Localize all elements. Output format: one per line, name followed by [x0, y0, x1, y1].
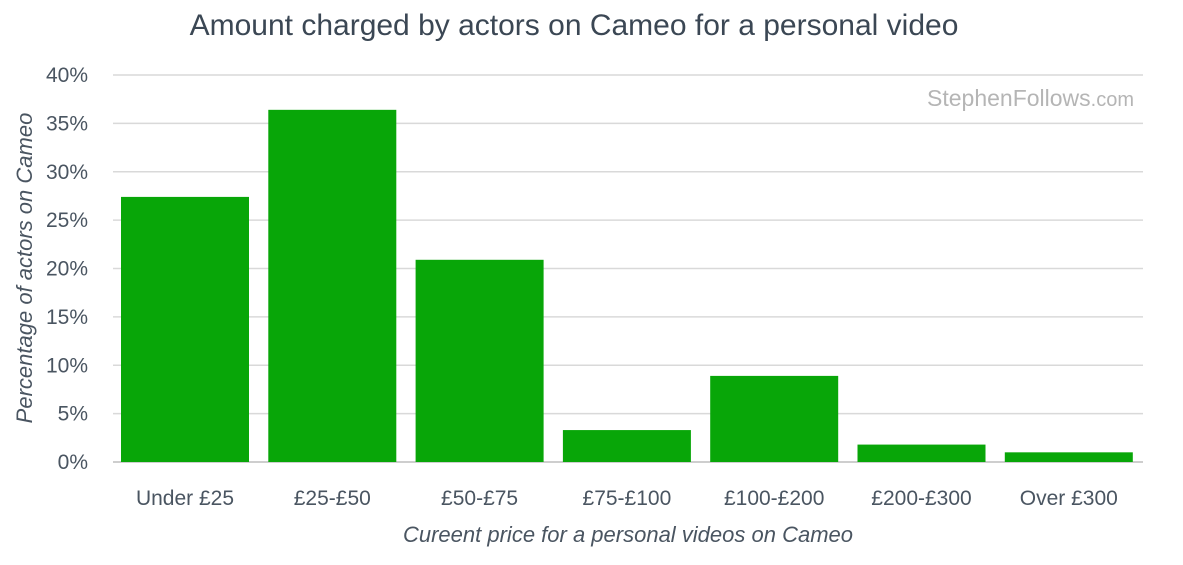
x-tick-label: £25-£50 — [294, 487, 371, 510]
y-tick-label: 0% — [58, 451, 88, 474]
y-tick-label: 5% — [58, 403, 88, 426]
y-tick-label: 25% — [46, 209, 88, 232]
x-tick-label: £200-£300 — [871, 487, 971, 510]
x-tick-label: Under £25 — [136, 487, 234, 510]
bars — [121, 109, 1133, 462]
x-axis-label: Cureent price for a personal videos on C… — [403, 522, 853, 547]
bar — [710, 375, 839, 462]
watermark-suffix: .com — [1091, 89, 1134, 111]
x-tick-label: £50-£75 — [441, 487, 518, 510]
y-axis-ticks: 0% 5% 10% 15% 20% 25% 30% 35% 40% — [46, 64, 88, 474]
bar — [1004, 452, 1133, 462]
x-tick-label: £100-£200 — [724, 487, 824, 510]
y-tick-label: 20% — [46, 258, 88, 281]
chart-title: Amount charged by actors on Cameo for a … — [190, 9, 959, 42]
watermark-name: StephenFollows — [927, 85, 1091, 111]
bar — [562, 430, 691, 462]
y-tick-label: 10% — [46, 354, 88, 377]
bar — [268, 109, 397, 462]
y-tick-label: 15% — [46, 306, 88, 329]
bar — [857, 444, 986, 462]
y-axis-label: Percentage of actors on Cameo — [12, 113, 37, 424]
y-tick-label: 40% — [46, 64, 88, 87]
bar — [121, 196, 249, 462]
y-tick-label: 30% — [46, 161, 88, 184]
y-tick-label: 35% — [46, 112, 88, 135]
gridlines — [113, 74, 1143, 463]
bar — [415, 259, 544, 462]
x-tick-label: £75-£100 — [583, 487, 672, 510]
x-axis-ticks: Under £25 £25-£50 £50-£75 £75-£100 £100-£200… — [136, 487, 1118, 510]
x-tick-label: Over £300 — [1020, 487, 1118, 510]
watermark: StephenFollows.com — [927, 85, 1134, 111]
